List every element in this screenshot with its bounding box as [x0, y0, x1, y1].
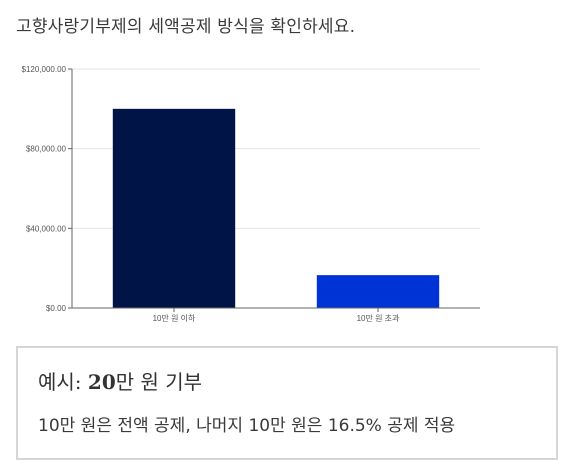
y-tick-label: $80,000.00 — [26, 145, 67, 154]
y-tick-label: $120,000.00 — [22, 65, 67, 74]
example-title-suffix: 만 원 기부 — [115, 370, 203, 394]
y-tick-label: $40,000.00 — [26, 224, 67, 233]
page-heading: 고향사랑기부제의 세액공제 방식을 확인하세요. — [16, 17, 356, 37]
example-title-amount: 20 — [87, 370, 116, 394]
axes — [68, 68, 480, 312]
bar — [316, 275, 440, 308]
bar — [112, 108, 236, 308]
deduction-bar-chart: $0.00 $40,000.00 $80,000.00 $120,000.00 10만 … — [22, 65, 480, 323]
example-card: 예시: 20만 원 기부 10만 원은 전액 공제, 나머지 10만 원은 16… — [16, 346, 558, 460]
x-tick-label: 10만 원 초과 — [357, 314, 400, 323]
example-title-prefix: 예시: — [38, 370, 88, 394]
y-tick-label: $0.00 — [46, 304, 67, 313]
bars — [112, 108, 440, 308]
x-tick-label: 10만 원 이하 — [153, 313, 196, 323]
tick-labels: $0.00 $40,000.00 $80,000.00 $120,000.00 10만 … — [22, 65, 401, 323]
example-description: 10만 원은 전액 공제, 나머지 10만 원은 16.5% 공제 적용 — [38, 416, 456, 436]
example-title: 예시: 20만 원 기부 — [38, 366, 536, 395]
